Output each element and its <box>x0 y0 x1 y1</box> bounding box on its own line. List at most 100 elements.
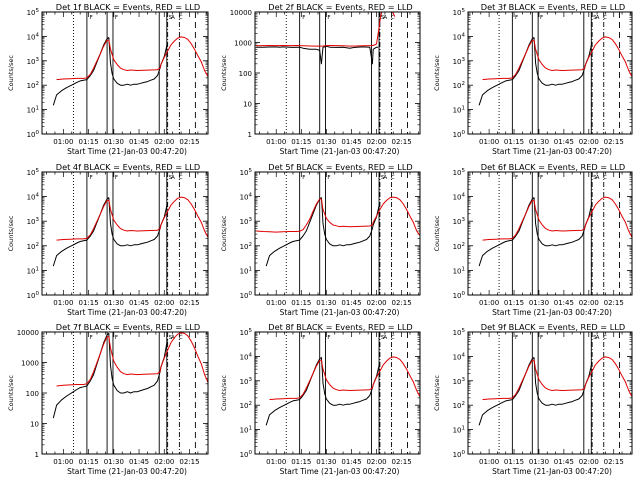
detector-panel-3: Det 3f BLACK = Events, RED = LLD Counts/s… <box>433 2 633 156</box>
events-series-line <box>52 332 169 419</box>
y-tick-label: 102 <box>240 242 252 251</box>
y-tick-label: 10000 <box>17 329 39 337</box>
x-tick-label: 02:15 <box>179 299 199 307</box>
marker-label: C <box>179 335 183 341</box>
y-tick-label: 105 <box>453 8 466 17</box>
x-tick-label: 01:15 <box>78 458 98 466</box>
marker-label: C <box>391 175 395 181</box>
marker-label: C <box>391 335 395 341</box>
y-tick-label: 1 <box>248 131 252 139</box>
y-tick-label: 105 <box>453 168 466 177</box>
y-axis-label: Counts/sec <box>220 375 228 411</box>
detector-panel-7: Det 7f BLACK = Events, RED = LLD Counts/s… <box>7 322 209 476</box>
panel-title: Det 9f BLACK = Events, RED = LLD <box>481 322 625 332</box>
y-tick-label: 101 <box>453 106 465 115</box>
detector-panel-6: Det 6f BLACK = Events, RED = LLD Counts/s… <box>433 162 633 317</box>
marker-label: S <box>169 335 173 341</box>
y-tick-label: 1 <box>35 451 39 459</box>
marker-label: F <box>115 335 118 341</box>
y-tick-label: 102 <box>27 81 39 90</box>
y-tick-label: 100 <box>453 450 466 459</box>
y-tick-label: 1000 <box>21 360 39 368</box>
detector-panel-8: Det 8f BLACK = Events, RED = LLD Counts/s… <box>220 322 421 476</box>
marker-label: S <box>381 175 385 181</box>
events-series-line <box>478 197 593 267</box>
events-series-line <box>478 37 593 106</box>
marker-label: A <box>596 335 600 341</box>
x-tick-label: 02:15 <box>392 138 412 146</box>
y-tick-label: 100 <box>239 70 252 78</box>
x-tick-label: 01:45 <box>341 458 361 466</box>
x-tick-label: 01:45 <box>129 299 149 307</box>
lld-series-line <box>482 36 632 81</box>
x-tick-label: 02:15 <box>392 458 412 466</box>
y-tick-label: 105 <box>453 328 466 337</box>
x-tick-label: 02:15 <box>604 299 624 307</box>
plot-frame <box>467 331 633 455</box>
x-tick-label: 02:00 <box>154 138 174 146</box>
y-tick-label: 100 <box>26 390 39 398</box>
x-tick-label: 02:15 <box>604 138 624 146</box>
marker-label: F <box>302 335 305 341</box>
y-axis-label: Counts/sec <box>220 215 228 251</box>
y-tick-label: 103 <box>453 217 466 226</box>
y-tick-label: 102 <box>27 242 39 251</box>
marker-label: S <box>593 175 597 181</box>
x-tick-label: 02:15 <box>179 458 199 466</box>
events-series-line <box>52 37 169 106</box>
marker-label: C <box>603 15 607 21</box>
y-tick-label: 100 <box>27 291 40 300</box>
marker-label: A <box>171 175 175 181</box>
marker-label: A <box>383 175 387 181</box>
marker-label: F <box>302 15 305 21</box>
y-tick-label: 102 <box>453 81 465 90</box>
x-tick-label: 01:30 <box>316 299 336 307</box>
marker-label: C <box>179 15 183 21</box>
detector-panel-9: Det 9f BLACK = Events, RED = LLD Counts/s… <box>433 322 633 476</box>
x-tick-label: 02:00 <box>579 458 599 466</box>
detector-panel-1: Det 1f BLACK = Events, RED = LLD Counts/s… <box>7 2 209 156</box>
marker-label: S <box>381 335 385 341</box>
y-tick-label: 102 <box>453 401 465 410</box>
marker-label: S <box>593 335 597 341</box>
marker-label: C <box>603 335 607 341</box>
marker-label: F <box>302 175 305 181</box>
y-tick-label: 100 <box>453 291 466 300</box>
marker-label: F <box>515 175 518 181</box>
y-tick-label: 100 <box>240 291 253 300</box>
x-tick-label: 01:00 <box>479 299 499 307</box>
y-tick-label: 104 <box>453 32 466 41</box>
x-axis-label: Start Time (21-Jan-03 00:47:20) <box>280 308 400 317</box>
marker-label: F <box>115 175 118 181</box>
marker-label: A <box>596 175 600 181</box>
panel-title: Det 1f BLACK = Events, RED = LLD <box>56 2 200 12</box>
x-tick-label: 01:30 <box>316 458 336 466</box>
x-axis-label: Start Time (21-Jan-03 00:47:20) <box>67 308 187 317</box>
y-tick-label: 101 <box>240 266 252 275</box>
x-tick-label: 01:00 <box>53 138 73 146</box>
x-tick-label: 01:15 <box>291 458 311 466</box>
x-tick-label: 02:00 <box>366 138 386 146</box>
x-tick-label: 01:45 <box>554 299 574 307</box>
x-tick-label: 02:00 <box>366 299 386 307</box>
panel-title: Det 5f BLACK = Events, RED = LLD <box>268 162 412 172</box>
events-series-line <box>265 357 381 426</box>
y-tick-label: 104 <box>453 193 466 202</box>
y-tick-label: 104 <box>240 193 253 202</box>
x-tick-label: 01:45 <box>554 138 574 146</box>
x-axis-label: Start Time (21-Jan-03 00:47:20) <box>492 308 612 317</box>
y-tick-label: 104 <box>453 352 466 361</box>
x-tick-label: 01:15 <box>291 138 311 146</box>
marker-label: S <box>381 15 385 21</box>
y-tick-label: 101 <box>453 426 465 435</box>
marker-label: A <box>171 15 175 21</box>
x-tick-label: 01:30 <box>104 138 124 146</box>
x-tick-label: 01:15 <box>291 299 311 307</box>
x-tick-label: 02:00 <box>366 458 386 466</box>
detector-panel-2: Det 2f BLACK = Events, RED = LLD Counts/s… <box>220 2 421 156</box>
plot-frame <box>41 11 209 135</box>
x-tick-label: 01:00 <box>479 138 499 146</box>
y-tick-label: 10000 <box>230 9 252 17</box>
y-tick-label: 100 <box>27 130 40 139</box>
y-tick-label: 1000 <box>234 40 252 48</box>
